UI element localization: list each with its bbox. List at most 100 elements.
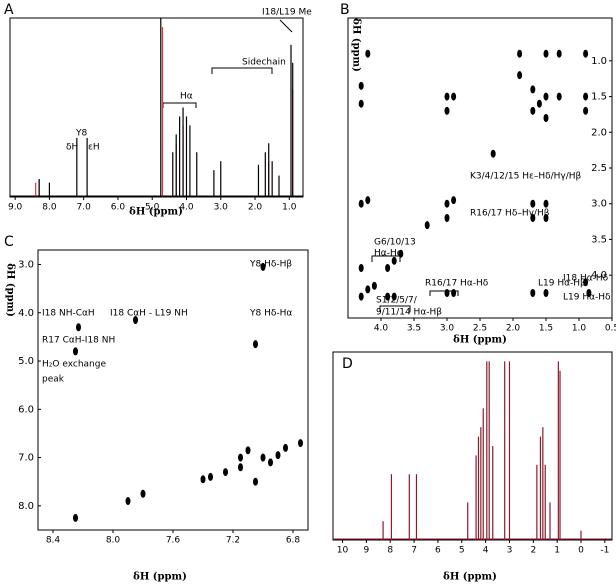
- cross-peak: [517, 49, 523, 58]
- annotation: K3/4/12/15 Hε–Hδ/Hγ/Hβ: [470, 172, 582, 182]
- x-tick-label: 8.0: [106, 536, 121, 546]
- x-tick-label: 9.0: [8, 203, 23, 213]
- cross-peak: [517, 71, 523, 80]
- cross-peak: [556, 92, 562, 101]
- cross-peak: [543, 289, 549, 297]
- cross-peak: [358, 199, 364, 208]
- y-axis-label: δH (ppm): [351, 18, 362, 72]
- annotation: Y8: [75, 129, 87, 139]
- x-tick-label: 1.0: [572, 324, 587, 334]
- brackets: [162, 19, 459, 312]
- cross-peak: [583, 92, 589, 101]
- x-tick-label: 6.0: [111, 203, 126, 213]
- y-tick-label: 1.5: [591, 92, 607, 103]
- panel-label: B: [340, 2, 350, 18]
- cross-peak: [391, 292, 397, 301]
- x-tick-label: 1: [554, 546, 560, 556]
- annotation: S1/2/5/7/: [376, 296, 418, 306]
- cross-peak: [223, 468, 228, 477]
- x-tick-label: 3.5: [407, 324, 421, 334]
- annotation: R16/17 Hδ–Hγ/Hβ: [470, 209, 550, 219]
- y-tick-label: 2.5: [591, 163, 607, 174]
- y-tick-label: 1.0: [591, 56, 607, 67]
- x-tick-label: 9: [364, 546, 370, 556]
- cross-peak: [490, 149, 496, 158]
- cross-peak: [530, 106, 536, 115]
- annotation: I18 CαH - L19 NH: [110, 309, 188, 319]
- x-tick-label: 7.6: [166, 536, 181, 546]
- y-tick-label: 8.0: [18, 501, 34, 512]
- cross-peak: [444, 214, 450, 222]
- cross-peak: [365, 49, 371, 58]
- cross-peak: [133, 316, 138, 324]
- cross-peak: [586, 289, 592, 297]
- y-tick-label: 4.0: [18, 308, 34, 319]
- cross-peak: [298, 439, 303, 448]
- cross-peak: [283, 443, 288, 452]
- annotation: L19 Hα-Hβ: [538, 279, 586, 289]
- cross-peak: [530, 85, 536, 94]
- x-tick-label: 10: [337, 546, 349, 556]
- cross-peak: [556, 49, 562, 58]
- x-tick-label: 6.8: [286, 536, 301, 546]
- x-axis-label: δH (ppm): [129, 207, 183, 218]
- cross-peak: [358, 99, 364, 108]
- cross-peak: [253, 340, 258, 349]
- cross-peak: [583, 106, 589, 115]
- annotation: Y8 Hδ-Hα: [249, 309, 292, 319]
- cross-peak: [530, 289, 536, 297]
- bracket: [211, 67, 273, 74]
- cross-peak: [73, 347, 78, 356]
- cross-peak: [444, 199, 450, 208]
- cross-peak: [268, 458, 273, 467]
- cross-peak: [398, 249, 404, 258]
- cross-peak: [358, 292, 364, 301]
- cross-peak: [543, 114, 549, 122]
- annotation: L19 Hα-Hδ: [563, 293, 611, 303]
- panel-label: C: [4, 234, 14, 250]
- cross-peak: [451, 92, 457, 101]
- x-tick-label: 8.0: [42, 203, 57, 213]
- x-tick-label: 3.0: [440, 324, 455, 334]
- cross-peak: [260, 262, 266, 271]
- annotation: Y8 Hδ-Hβ: [249, 260, 292, 270]
- y-tick-label: 7.0: [18, 453, 34, 464]
- plot-frame: [9, 17, 304, 198]
- annotation: εH: [88, 143, 100, 153]
- annotation: G6/10/13: [374, 238, 416, 248]
- cross-peak: [245, 446, 251, 455]
- cross-peak: [583, 278, 589, 287]
- y-tick-label: 3.0: [591, 199, 607, 210]
- bracket: [371, 255, 401, 262]
- cross-peak: [543, 49, 549, 58]
- cross-peak: [444, 289, 450, 297]
- cross-peak: [238, 453, 243, 462]
- x-tick-label: 4.0: [374, 324, 389, 334]
- cross-peak: [73, 513, 78, 522]
- cross-peak: [275, 451, 281, 460]
- cross-peak: [530, 214, 536, 222]
- annotation: I18 Hα-Hδ: [563, 274, 609, 284]
- x-tick-label: 2.0: [506, 324, 521, 334]
- cross-peak: [140, 489, 146, 498]
- x-tick-label: 4.0: [179, 203, 194, 213]
- cross-peak: [385, 292, 391, 301]
- x-tick-label: 1.0: [282, 203, 297, 213]
- cross-peak: [76, 323, 81, 332]
- x-tick-label: 1.5: [539, 324, 553, 334]
- x-tick-label: 2: [530, 546, 536, 556]
- cross-peak: [253, 477, 258, 486]
- cross-peak: [536, 99, 542, 108]
- y-tick-label: 3.5: [591, 234, 607, 245]
- bracket: [162, 102, 197, 108]
- bracket: [429, 290, 459, 296]
- cross-peak: [371, 281, 377, 290]
- x-axis-label: δH (ppm): [443, 572, 497, 583]
- x-tick-label: 7.2: [226, 536, 240, 546]
- cross-peak: [543, 92, 549, 101]
- panel-label: D: [342, 356, 353, 372]
- y-tick-label: 5.0: [18, 356, 34, 367]
- x-tick-label: 3.0: [214, 203, 229, 213]
- x-tick-label: 2.0: [248, 203, 263, 213]
